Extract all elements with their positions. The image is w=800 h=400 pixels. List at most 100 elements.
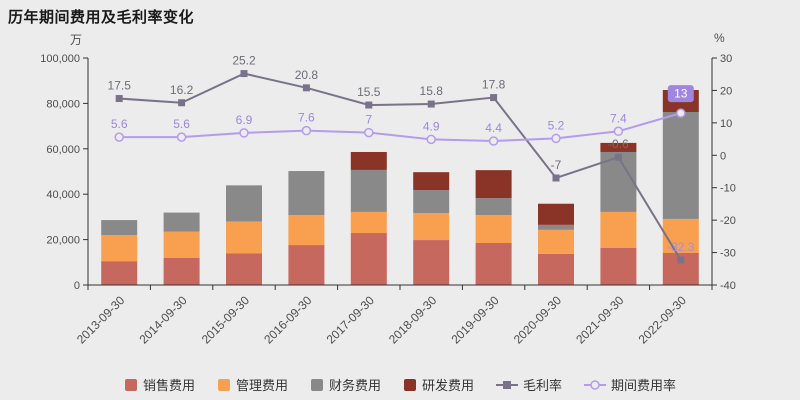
left-axis-unit-label: 万	[69, 33, 82, 47]
legend-label-admin-expense: 管理费用	[235, 378, 288, 393]
bar-segment-sales-expense-6	[475, 243, 512, 285]
legend-label-period-expense-ratio: 期间费用率	[611, 378, 677, 393]
right-axis-tick-5: 10	[720, 118, 732, 130]
line-period-expense-ratio	[119, 112, 682, 143]
legend-marker-finance-expense	[310, 378, 324, 392]
data-label-period-expense-ratio-5: 4.9	[423, 119, 440, 133]
legend-item-period-expense-ratio[interactable]: 期间费用率	[584, 375, 676, 394]
right-axis-tick-1: -30	[720, 248, 736, 260]
marker-period-expense-ratio-5	[426, 134, 436, 145]
chart-title: 历年期间费用及毛利率变化	[8, 9, 195, 26]
marker-gross-margin-2	[240, 70, 248, 78]
bar-segment-sales-expense-1	[163, 257, 200, 285]
legend-marker-gross-margin	[496, 378, 519, 392]
legend-marker-rd-expense	[403, 378, 417, 392]
data-label-badge-period-expense-ratio	[667, 85, 694, 103]
data-label-period-expense-ratio-9: 13	[674, 87, 688, 101]
bar-segment-admin-expense-5	[413, 213, 450, 241]
bar-segment-rd-expense-4	[350, 151, 387, 170]
data-label-period-expense-ratio-7: 5.2	[548, 118, 565, 132]
marker-gross-margin-1	[178, 99, 186, 107]
bar-segment-admin-expense-0	[101, 235, 138, 262]
right-axis-tick-0: -40	[720, 280, 736, 292]
bar-segment-sales-expense-7	[538, 253, 574, 285]
data-label-gross-margin-0: 17.5	[108, 79, 132, 93]
data-label-period-expense-ratio-0: 5.6	[111, 117, 128, 131]
bar-segment-admin-expense-4	[350, 211, 387, 234]
marker-period-expense-ratio-3	[301, 125, 312, 136]
bar-segment-finance-expense-3	[288, 171, 325, 216]
x-axis-label-4: 2017-09-30	[324, 293, 378, 347]
data-label-gross-margin-1: 16.2	[170, 83, 194, 97]
bar-segment-sales-expense-4	[350, 233, 387, 285]
bar-segment-admin-expense-7	[538, 229, 574, 254]
bar-segment-finance-expense-6	[475, 198, 512, 216]
marker-period-expense-ratio-0	[114, 132, 124, 142]
chart-legend: 销售费用 管理费用 财务费用 研发费用 毛利率 期间费用率	[0, 375, 800, 394]
legend-item-sales-expense[interactable]: 销售费用	[124, 375, 195, 394]
marker-period-expense-ratio-8	[613, 126, 624, 137]
bar-segment-sales-expense-2	[226, 253, 262, 285]
line-gross-margin	[119, 72, 682, 261]
data-label-gross-margin-8: -0.6	[608, 137, 629, 151]
bar-segment-admin-expense-8	[600, 211, 637, 248]
bar-segment-rd-expense-5	[413, 172, 450, 191]
marker-gross-margin-5	[427, 100, 435, 108]
legend-item-gross-margin[interactable]: 毛利率	[496, 375, 562, 394]
bar-segment-admin-expense-1	[163, 231, 200, 258]
bar-segment-finance-expense-5	[413, 190, 450, 214]
bar-segment-finance-expense-4	[350, 169, 387, 212]
legend-marker-period-expense-ratio	[584, 378, 607, 392]
x-axis-label-0: 2013-09-30	[74, 293, 128, 347]
marker-period-expense-ratio-4	[364, 127, 374, 138]
marker-gross-margin-6	[490, 94, 498, 102]
data-label-period-expense-ratio-6: 4.4	[485, 121, 502, 135]
bar-segment-rd-expense-8	[600, 142, 637, 152]
right-axis-tick-2: -20	[720, 215, 736, 227]
data-label-period-expense-ratio-2: 6.9	[236, 113, 253, 127]
x-axis-label-3: 2016-09-30	[261, 293, 315, 347]
marker-period-expense-ratio-6	[488, 136, 499, 146]
bar-segment-sales-expense-0	[101, 261, 138, 285]
marker-gross-margin-4	[365, 101, 373, 109]
bar-segment-finance-expense-2	[226, 185, 262, 222]
legend-label-gross-margin: 毛利率	[523, 378, 563, 393]
legend-marker-admin-expense	[217, 378, 231, 392]
x-axis-label-8: 2021-09-30	[573, 293, 627, 347]
marker-gross-margin-7	[552, 174, 560, 182]
data-label-period-expense-ratio-8: 7.4	[610, 111, 627, 125]
right-axis-unit-label: %	[714, 31, 725, 45]
data-label-gross-margin-6: 17.8	[482, 78, 506, 92]
left-axis-tick-3: 60,000	[46, 144, 80, 156]
legend-marker-sales-expense	[124, 378, 138, 392]
x-axis-label-9: 2022-09-30	[636, 293, 690, 347]
marker-gross-margin-8	[614, 153, 622, 161]
data-label-gross-margin-7: -7	[551, 158, 562, 172]
right-axis-tick-4: 0	[720, 150, 726, 162]
bar-segment-sales-expense-5	[413, 240, 450, 285]
bar-segment-rd-expense-6	[475, 170, 512, 199]
bar-segment-finance-expense-7	[538, 224, 574, 230]
bar-segment-admin-expense-2	[226, 221, 262, 254]
legend-label-finance-expense: 财务费用	[328, 378, 381, 393]
bar-segment-finance-expense-9	[662, 112, 699, 219]
left-axis-tick-2: 40,000	[46, 189, 80, 201]
x-axis-label-6: 2019-09-30	[448, 293, 502, 347]
marker-gross-margin-0	[115, 95, 123, 103]
bar-segment-finance-expense-1	[163, 212, 200, 232]
x-axis-label-2: 2015-09-30	[199, 293, 253, 347]
bar-segment-sales-expense-3	[288, 245, 325, 285]
data-label-period-expense-ratio-1: 5.6	[173, 117, 190, 131]
legend-item-rd-expense[interactable]: 研发费用	[403, 375, 474, 394]
marker-period-expense-ratio-2	[239, 128, 249, 138]
left-axis-tick-0: 0	[74, 280, 80, 292]
bar-segment-admin-expense-6	[475, 215, 512, 244]
legend-item-finance-expense[interactable]: 财务费用	[310, 375, 381, 394]
bar-segment-rd-expense-7	[538, 203, 574, 225]
marker-gross-margin-9	[677, 256, 685, 264]
bar-segment-admin-expense-3	[288, 215, 325, 246]
data-label-period-expense-ratio-3: 7.6	[298, 111, 315, 125]
bar-segment-finance-expense-0	[101, 220, 138, 236]
left-axis-tick-5: 100,000	[40, 53, 80, 65]
legend-item-admin-expense[interactable]: 管理费用	[217, 375, 288, 394]
